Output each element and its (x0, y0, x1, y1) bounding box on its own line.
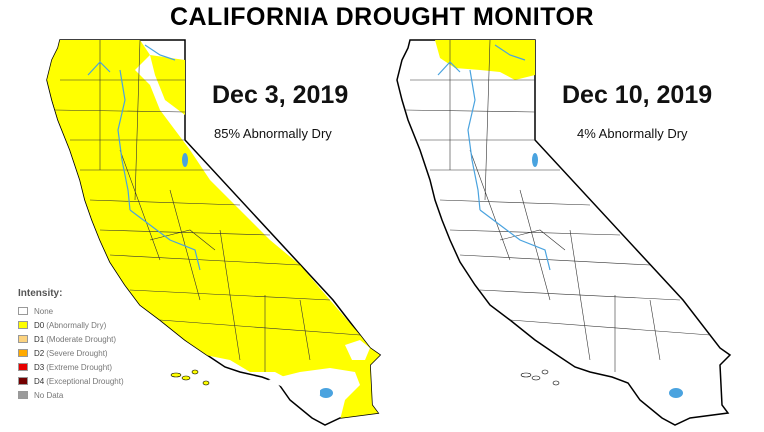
rivers-dec10 (437, 44, 551, 271)
legend-item-d1: D1 (Moderate Drought) (18, 332, 124, 346)
stat-label-dec10: 4% Abnormally Dry (577, 126, 688, 141)
map-dec10 (396, 39, 732, 426)
legend-swatch (18, 349, 28, 357)
legend-code: D2 (34, 348, 45, 358)
legend-swatch (18, 391, 28, 399)
channel-islands-dec10 (520, 369, 560, 386)
legend-item-d2: D2 (Severe Drought) (18, 346, 124, 360)
legend-item-d0: D0 (Abnormally Dry) (18, 318, 124, 332)
stat-label-dec3: 85% Abnormally Dry (214, 126, 332, 141)
legend-desc: (Extreme Drought) (46, 362, 113, 372)
legend-item-d3: D3 (Extreme Drought) (18, 360, 124, 374)
lake-tahoe-dec3 (182, 153, 188, 167)
lake-tahoe-dec10 (532, 153, 538, 167)
legend-desc: (Abnormally Dry) (46, 320, 107, 330)
legend-swatch (18, 335, 28, 343)
date-label-dec3: Dec 3, 2019 (212, 81, 349, 109)
map-dec3 (46, 39, 382, 426)
legend-title: Intensity: (18, 288, 63, 299)
legend-item-d4: D4 (Exceptional Drought) (18, 374, 124, 388)
legend-code: D1 (34, 334, 45, 344)
legend-desc: No Data (34, 390, 64, 400)
legend-swatch (18, 377, 28, 385)
legend-code: D0 (34, 320, 45, 330)
county-lines-dec10 (404, 39, 711, 372)
legend-item-no-data: No Data (18, 388, 124, 402)
salton-sea-dec10 (669, 388, 683, 398)
legend-code: D3 (34, 362, 45, 372)
legend-desc: (Exceptional Drought) (46, 376, 124, 386)
channel-islands-dec3 (170, 369, 210, 386)
legend-desc: (Moderate Drought) (46, 334, 117, 344)
abnormally-dry-area-dec10 (435, 40, 535, 80)
california-outline-dec10 (396, 39, 732, 426)
abnormally-dry-area-dec3 (47, 40, 380, 420)
date-label-dec10: Dec 10, 2019 (562, 81, 713, 109)
page-title: CALIFORNIA DROUGHT MONITOR (169, 3, 595, 31)
none-area-dec3 (268, 372, 320, 395)
legend-swatch (18, 363, 28, 371)
legend-swatch (18, 307, 28, 315)
intensity-legend: Intensity: None D0 (Abnormally Dry) D1 (… (18, 288, 124, 402)
county-lines-dec3 (54, 40, 361, 372)
legend-item-none: None (18, 304, 124, 318)
legend-swatch (18, 321, 28, 329)
salton-sea-dec3 (319, 388, 333, 398)
rivers-dec3 (87, 44, 201, 271)
legend-desc: (Severe Drought) (46, 348, 108, 358)
legend-desc: None (34, 306, 54, 316)
legend-code: D4 (34, 376, 45, 386)
